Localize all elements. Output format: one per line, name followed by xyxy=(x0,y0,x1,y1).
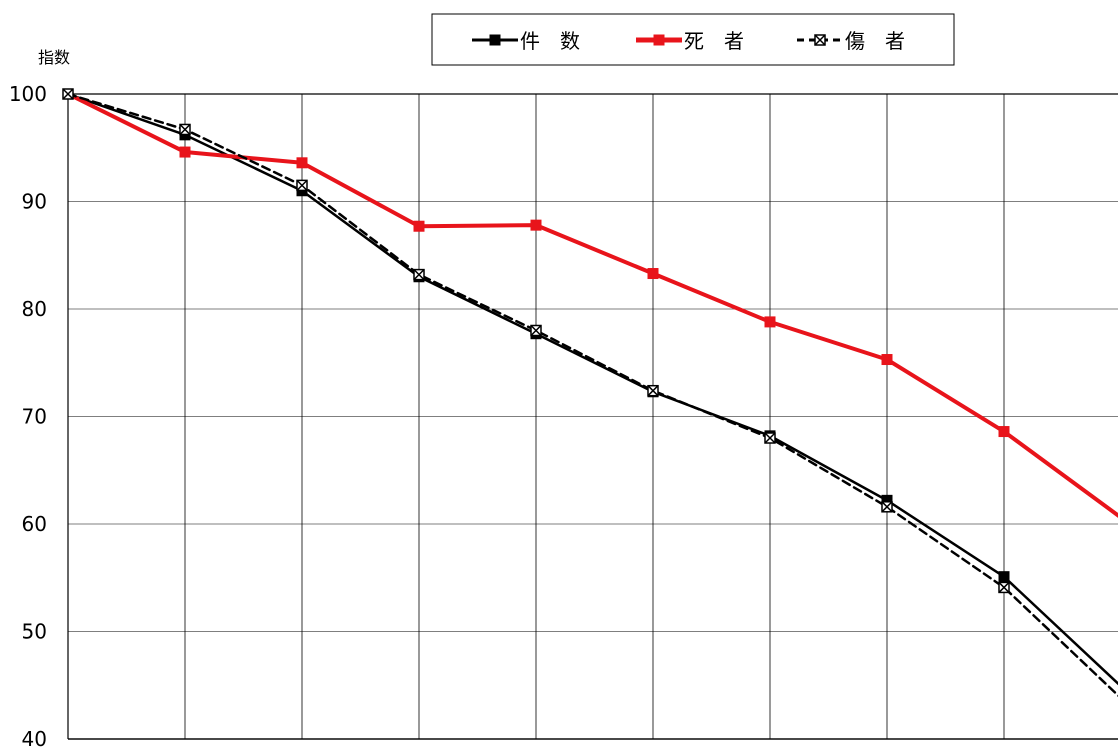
series-2-point-7 xyxy=(764,316,776,328)
series-3 xyxy=(62,88,1118,698)
series-3-point-3-cross-b xyxy=(296,179,308,191)
series-3-point-2-cross-b xyxy=(179,123,191,136)
grid-layer xyxy=(68,93,1118,740)
series-1-point-9 xyxy=(998,571,1010,583)
y-tick-label-60: 60 xyxy=(22,512,47,536)
y-tick-label-70: 70 xyxy=(22,405,47,429)
y-tick-label-100: 100 xyxy=(9,82,47,106)
y-axis-title: 指数 xyxy=(38,48,70,67)
series-3-point-7-cross-b xyxy=(764,432,776,444)
legend-label-2: 死 者 xyxy=(684,29,744,53)
series-2-point-0 xyxy=(653,34,665,46)
series-3-line xyxy=(66,92,1118,698)
series-2-point-6 xyxy=(647,268,659,280)
y-tick-label-80: 80 xyxy=(22,297,47,321)
y-tick-label-90: 90 xyxy=(22,190,47,214)
series-3-point-8-cross-b xyxy=(881,501,893,513)
series-3-point-6-cross-b xyxy=(647,385,659,397)
series-1-point-0 xyxy=(489,34,501,46)
series-2-point-2 xyxy=(179,146,191,158)
y-tick-label-40: 40 xyxy=(22,727,47,747)
series-3-point-5-cross-b xyxy=(530,324,542,337)
series-layer xyxy=(62,88,1118,698)
legend: 件 数死 者傷 者 xyxy=(431,13,955,66)
legend-label-1: 件 数 xyxy=(520,29,580,53)
series-2-point-9 xyxy=(998,426,1010,438)
series-3-point-0-cross-b xyxy=(814,34,826,46)
legend-box xyxy=(431,13,955,66)
series-3-point-9-cross-b xyxy=(998,581,1010,593)
series-2-point-8 xyxy=(881,354,893,366)
y-tick-label-50: 50 xyxy=(22,620,47,644)
series-3-point-4-cross-b xyxy=(413,269,425,281)
axis-layer: 40 50 60 70 80 90 100 xyxy=(9,82,1118,747)
series-2-point-5 xyxy=(530,219,542,231)
series-3-point-1-cross-b xyxy=(62,88,74,100)
series-2-point-4 xyxy=(413,220,425,232)
legend-label-3: 傷 者 xyxy=(845,29,905,53)
series-1-line xyxy=(66,92,1118,686)
series-2-point-3 xyxy=(296,157,308,169)
